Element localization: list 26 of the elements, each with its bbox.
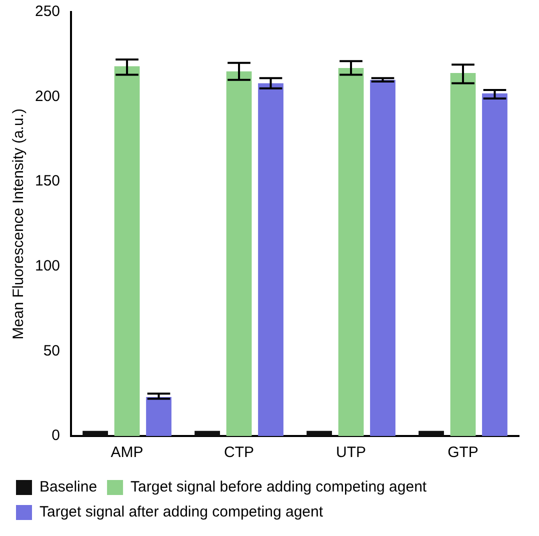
bar	[370, 80, 396, 436]
bar	[114, 66, 140, 436]
bar	[258, 83, 284, 436]
x-tick-label: AMP	[110, 444, 144, 462]
bar	[82, 430, 108, 436]
bar	[418, 430, 444, 436]
y-tick-label: 0	[52, 427, 60, 444]
bar	[306, 430, 332, 436]
y-axis-title: Mean Fluorescence Intensity (a.u.)	[10, 108, 28, 340]
legend-label: Target signal before adding competing agent	[130, 478, 428, 496]
y-tick-label: 50	[43, 342, 60, 360]
bar	[146, 396, 172, 436]
y-tick-label: 200	[34, 88, 60, 105]
legend-label: Target signal after adding competing agent	[40, 504, 324, 521]
x-tick-label: GTP	[448, 444, 478, 462]
bar	[226, 71, 252, 436]
bar	[482, 93, 508, 436]
x-tick-label: UTP	[336, 444, 366, 462]
bar	[194, 430, 220, 436]
y-tick-label: 100	[34, 258, 60, 275]
bar	[450, 73, 476, 436]
y-tick-label: 150	[34, 172, 60, 190]
y-tick-label: 250	[34, 3, 60, 20]
bar	[338, 68, 364, 436]
legend-label: Baseline	[40, 478, 98, 496]
x-tick-label: CTP	[224, 444, 254, 462]
